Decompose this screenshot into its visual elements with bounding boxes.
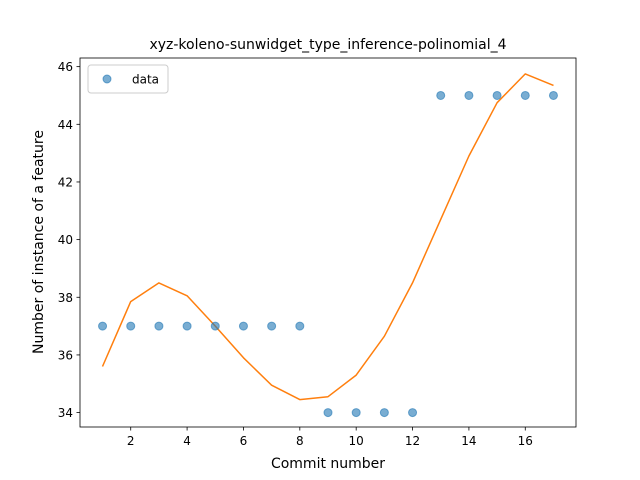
x-tick-label: 10 xyxy=(349,434,364,448)
data-point xyxy=(98,321,108,331)
y-tick-label: 44 xyxy=(58,118,73,132)
x-tick-label: 2 xyxy=(127,434,135,448)
x-tick-label: 12 xyxy=(405,434,420,448)
data-point xyxy=(464,90,474,100)
data-point xyxy=(182,321,192,331)
data-point xyxy=(295,321,305,331)
x-tick-label: 16 xyxy=(518,434,533,448)
y-tick-label: 46 xyxy=(58,60,73,74)
legend-label: data xyxy=(132,73,159,87)
legend-box xyxy=(87,64,169,94)
y-tick-label: 42 xyxy=(58,175,73,189)
data-point xyxy=(520,90,530,100)
data-point xyxy=(267,321,277,331)
data-point xyxy=(379,408,389,418)
y-tick-label: 40 xyxy=(58,233,73,247)
data-point xyxy=(351,408,361,418)
data-point xyxy=(408,408,418,418)
legend-marker xyxy=(102,74,112,84)
legend: data xyxy=(87,64,169,94)
fit-line xyxy=(101,73,554,401)
plot-area xyxy=(79,57,577,428)
x-tick-label: 14 xyxy=(461,434,476,448)
y-axis-label: Number of instance of a feature xyxy=(31,130,47,354)
data-point xyxy=(154,321,164,331)
x-tick-label: 6 xyxy=(240,434,248,448)
data-point xyxy=(492,90,502,100)
data-point xyxy=(323,408,333,418)
x-axis-label: Commit number xyxy=(271,456,385,472)
y-tick-label: 34 xyxy=(58,406,73,420)
x-tick-label: 8 xyxy=(296,434,304,448)
data-point xyxy=(126,321,136,331)
y-tick-label: 38 xyxy=(58,291,73,305)
data-point xyxy=(548,90,558,100)
data-point xyxy=(210,321,220,331)
chart-title: xyz-koleno-sunwidget_type_inference-poli… xyxy=(149,37,506,53)
x-tick-label: 4 xyxy=(183,434,191,448)
axes-frame xyxy=(79,57,577,428)
data-point xyxy=(238,321,248,331)
data-point xyxy=(436,90,446,100)
y-tick-label: 36 xyxy=(58,348,73,362)
